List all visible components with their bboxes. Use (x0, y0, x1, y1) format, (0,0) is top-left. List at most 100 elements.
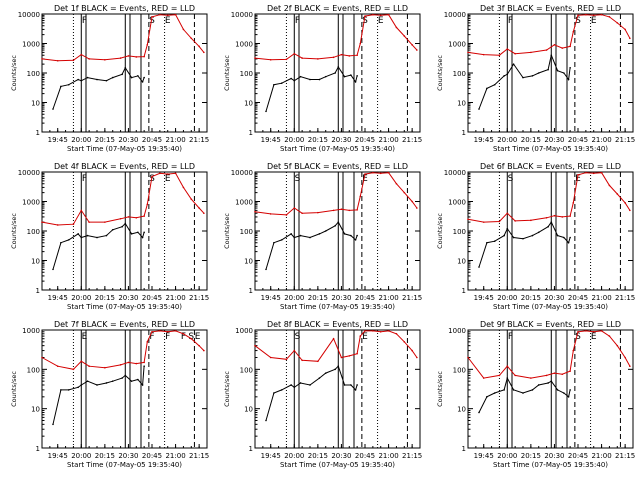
data-point-lld (269, 356, 272, 359)
y-tick-label: 10 (457, 406, 466, 414)
panel-title: Det 6f BLACK = Events, RED = LLD (480, 162, 621, 171)
y-tick-label: 10 (244, 406, 253, 414)
data-point-lld (146, 44, 149, 46)
data-point-lld (301, 57, 303, 59)
data-point-events (77, 386, 79, 389)
data-point-lld (498, 220, 501, 223)
y-tick-label: 10 (31, 100, 40, 108)
data-point-lld (624, 28, 626, 31)
data-point-lld (88, 221, 90, 223)
data-point-lld (416, 207, 418, 209)
data-point-lld (592, 330, 595, 333)
y-tick-label: 1 (249, 129, 253, 137)
data-point-lld (174, 172, 177, 175)
data-point-events (52, 108, 54, 110)
y-tick-label: 100 (453, 366, 466, 374)
data-point-lld (585, 330, 587, 332)
data-point-events (343, 75, 346, 78)
panel-title: Det 1f BLACK = Events, RED = LLD (54, 4, 195, 13)
data-point-lld (198, 45, 200, 48)
data-point-events (350, 384, 352, 386)
marker-letter: F (181, 332, 186, 342)
data-point-lld (356, 352, 358, 355)
plot-frame (254, 329, 421, 449)
panel-title: Det 4f BLACK = Events, RED = LLD (54, 162, 195, 171)
data-point-events (334, 225, 336, 227)
data-point-lld (572, 349, 575, 352)
marker-letter: E (591, 332, 597, 342)
x-tick-label: 20:15 (521, 452, 541, 460)
data-point-lld (616, 22, 619, 24)
data-point-lld (146, 203, 149, 206)
data-point-events (111, 76, 114, 79)
data-point-events (503, 234, 505, 237)
data-point-lld (395, 26, 398, 29)
panel-det-7: Det 7f BLACK = Events, RED = LLD 1 10 100 10… (10, 320, 209, 469)
panel-det-9: Det 9f BLACK = Events, RED = LLD 1 10 100 10… (436, 320, 635, 469)
data-point-events (265, 419, 267, 422)
y-axis-label: Counts/sec (223, 213, 231, 249)
data-point-events (124, 67, 127, 69)
x-axis-label: Start Time (07-May-05 19:35:40) (493, 303, 608, 311)
data-point-lld (182, 333, 185, 335)
x-tick-label: 19:45 (261, 452, 281, 460)
marker-letter: S (362, 16, 368, 26)
data-point-events (537, 384, 540, 386)
x-tick-label: 21:15 (615, 294, 635, 302)
data-point-lld (119, 57, 122, 59)
data-point-lld (356, 209, 358, 211)
data-point-lld (254, 210, 256, 213)
data-point-lld (332, 56, 335, 59)
data-point-lld (624, 202, 626, 204)
data-point-lld (135, 56, 138, 58)
x-tick-label: 21:15 (402, 294, 422, 302)
data-point-lld (585, 13, 587, 16)
x-tick-label: 20:45 (355, 294, 375, 302)
data-point-lld (104, 221, 106, 223)
y-axis-label: Counts/sec (10, 55, 18, 91)
data-point-lld (411, 349, 413, 352)
data-point-lld (403, 191, 406, 194)
series-line-lld (467, 172, 631, 223)
data-point-events (478, 411, 480, 414)
data-point-events (290, 77, 292, 80)
panel-det-4: Det 4f BLACK = Events, RED = LLD 1 10 100 10… (10, 162, 209, 311)
data-point-lld (159, 13, 161, 16)
data-point-events (350, 234, 352, 237)
data-point-events (567, 78, 570, 81)
series-line-lld (467, 14, 631, 56)
y-tick-label: 1000 (448, 327, 466, 335)
data-point-lld (203, 51, 205, 54)
data-point-lld (198, 207, 200, 209)
data-point-events (318, 78, 321, 81)
y-tick-label: 10000 (18, 11, 40, 19)
data-point-lld (143, 361, 145, 364)
y-tick-label: 100 (27, 228, 40, 236)
data-point-lld (127, 55, 130, 57)
x-tick-label: 19:45 (474, 452, 494, 460)
x-tick-label: 20:00 (71, 294, 91, 302)
x-tick-label: 20:15 (308, 136, 328, 144)
series-line-lld (254, 330, 418, 362)
data-point-lld (143, 215, 145, 217)
x-tick-label: 20:30 (331, 136, 351, 144)
data-point-lld (119, 364, 122, 366)
data-point-lld (600, 330, 603, 332)
data-point-lld (572, 202, 575, 204)
data-point-events (293, 386, 296, 389)
data-point-events (111, 228, 114, 231)
data-point-events (318, 377, 321, 379)
data-point-lld (151, 175, 153, 178)
data-point-lld (585, 171, 587, 174)
data-point-lld (174, 330, 177, 332)
data-point-lld (364, 15, 366, 17)
data-point-events (121, 73, 123, 76)
data-point-events (569, 236, 571, 239)
x-tick-label: 20:00 (497, 136, 517, 144)
data-point-events (531, 75, 534, 77)
x-tick-label: 21:00 (591, 136, 611, 144)
data-point-events (137, 75, 139, 77)
data-point-lld (340, 208, 343, 210)
data-point-lld (56, 224, 59, 226)
x-tick-label: 21:15 (402, 136, 422, 144)
